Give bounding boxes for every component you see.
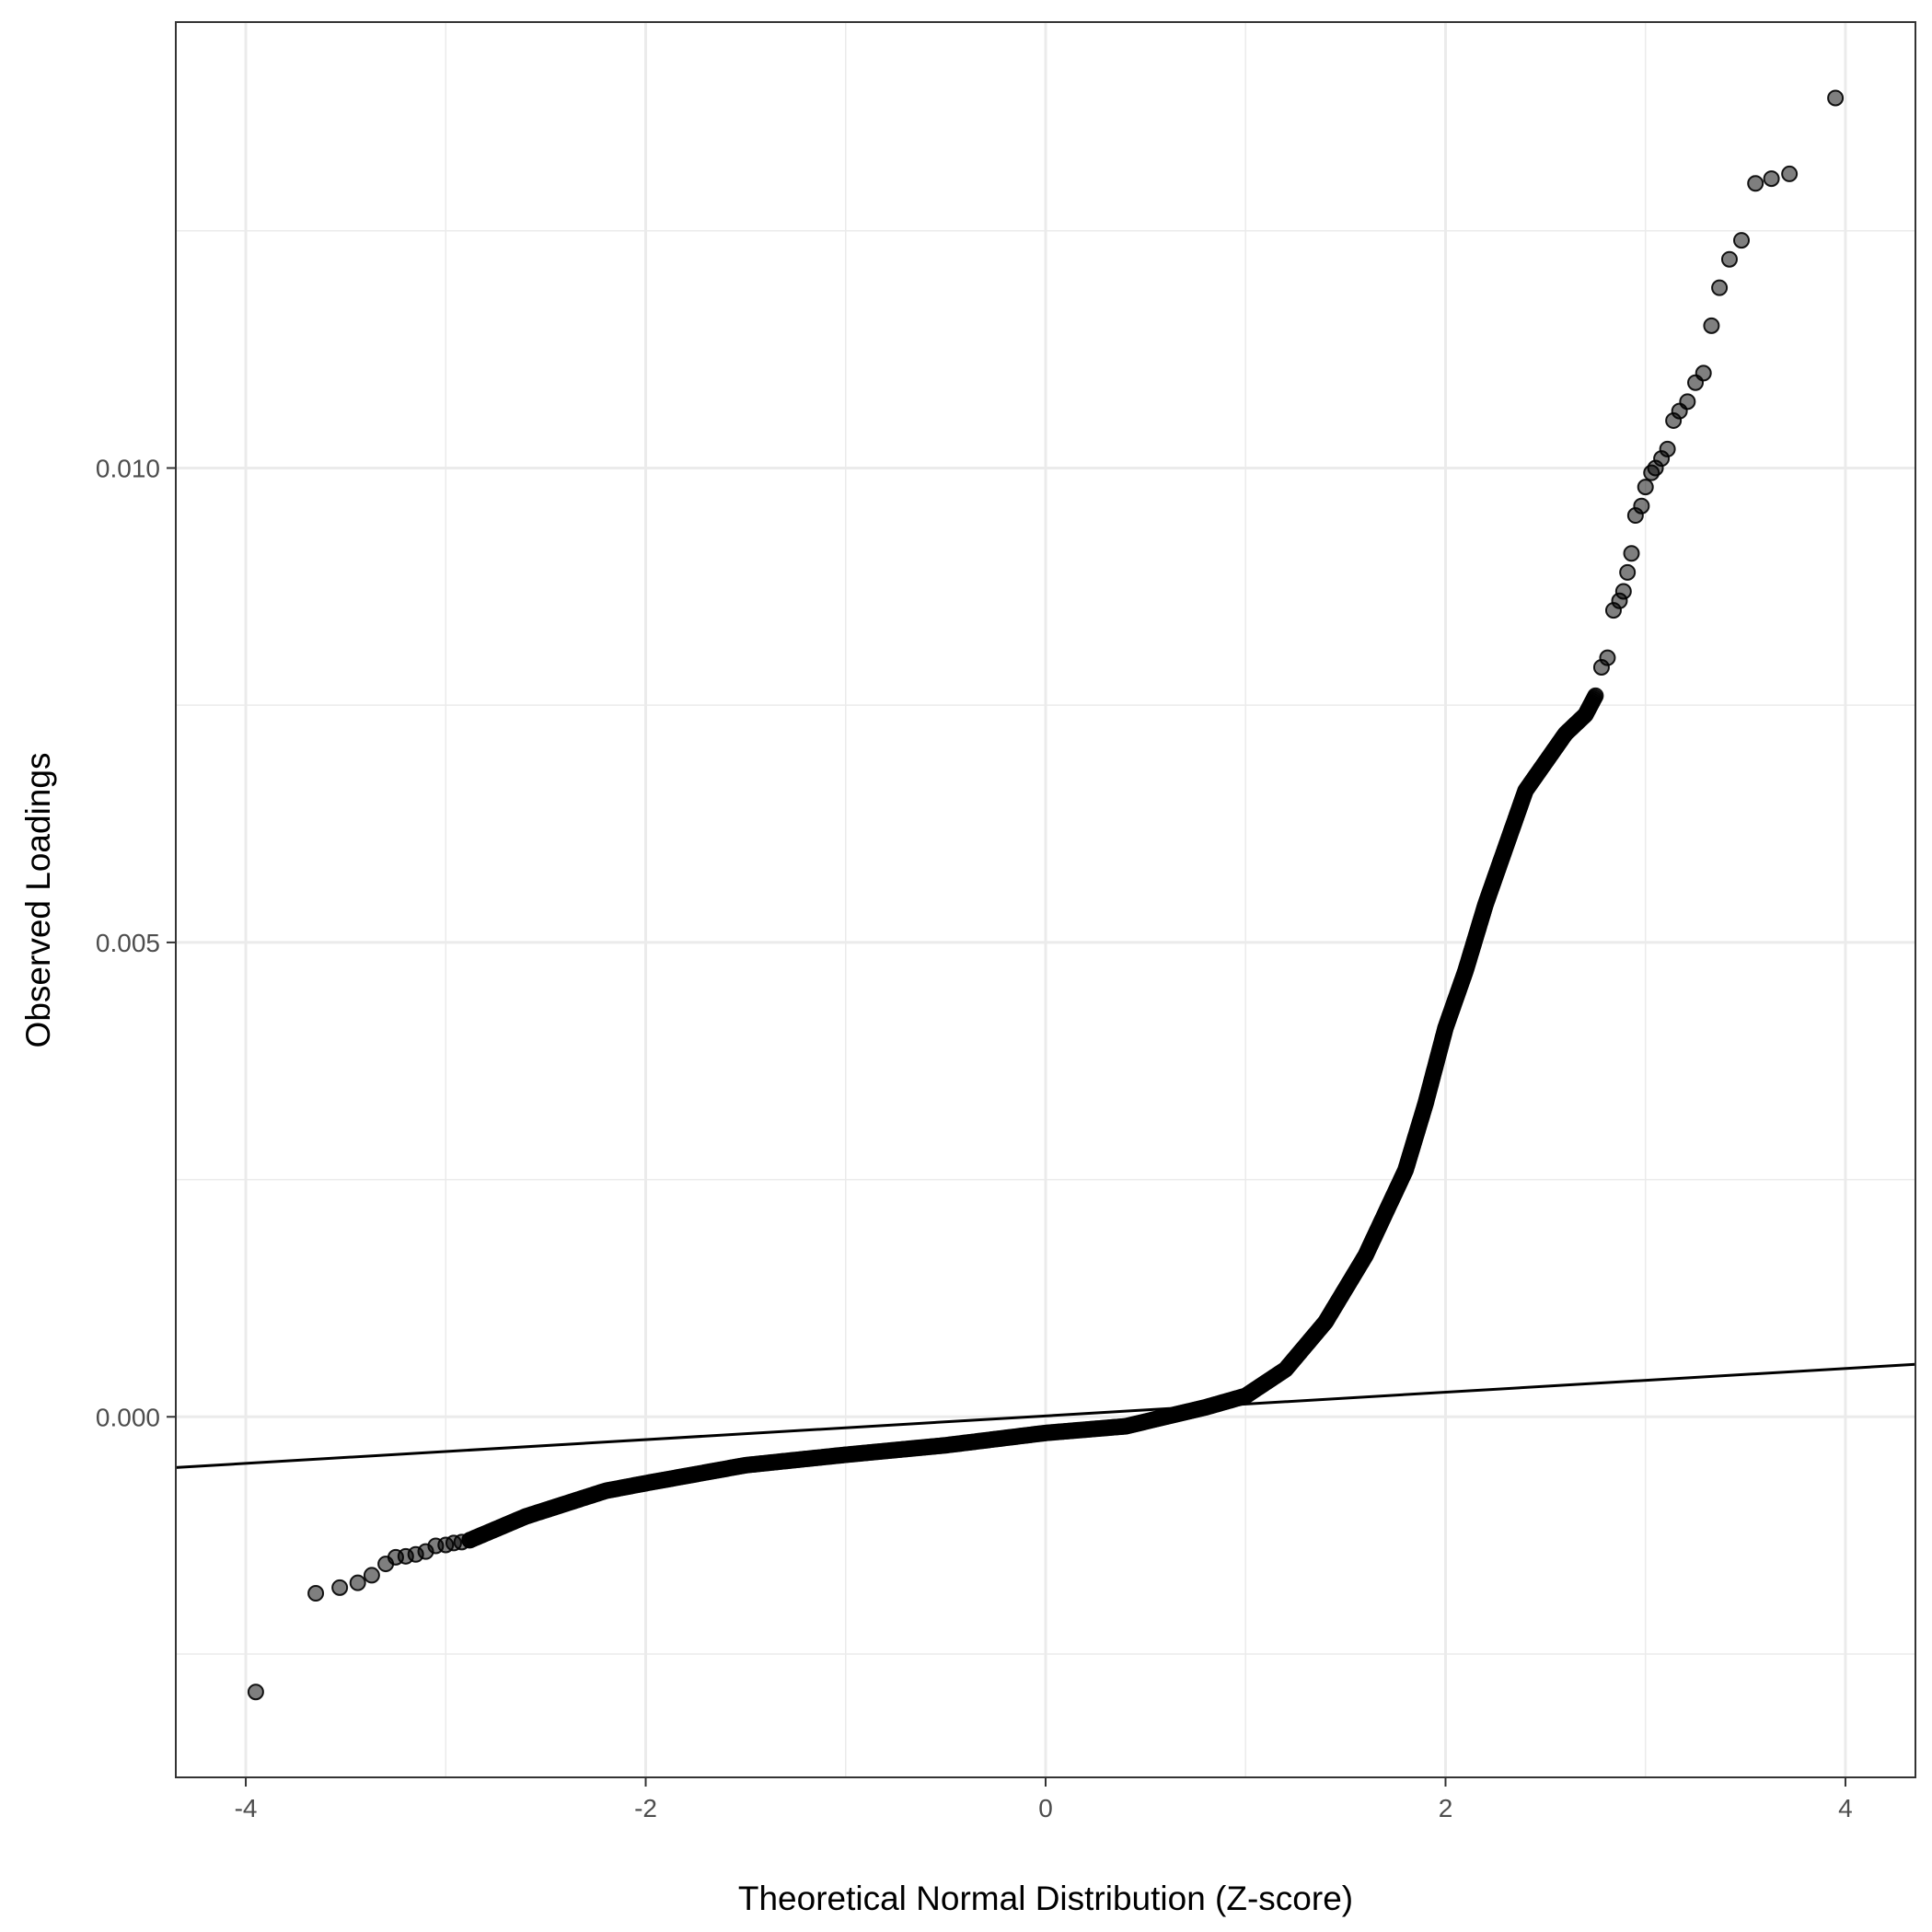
data-point: [1763, 170, 1780, 188]
data-point: [1599, 649, 1616, 666]
data-point: [1614, 583, 1632, 600]
y-tick-label: 0.000: [96, 1403, 160, 1431]
data-point: [1781, 165, 1799, 182]
reference-line-group: [175, 1362, 1916, 1469]
data-point: [1619, 563, 1637, 581]
data-point: [1703, 317, 1720, 334]
data-point: [331, 1579, 349, 1596]
data-point: [1827, 89, 1845, 107]
data-point: [247, 1683, 264, 1701]
data-point: [1659, 440, 1676, 457]
data-point: [1633, 497, 1650, 515]
x-axis-title: Theoretical Normal Distribution (Z-score…: [738, 1880, 1353, 1917]
data-point: [1720, 250, 1738, 268]
data-point: [1747, 175, 1764, 192]
data-point: [349, 1574, 366, 1591]
data-point: [363, 1567, 380, 1584]
y-tick-label: 0.005: [96, 929, 160, 957]
data-points: [247, 89, 1845, 1701]
x-tick-label: 2: [1439, 1794, 1453, 1822]
x-axis-ticks: -4 -2 0 2 4: [235, 1777, 1853, 1822]
y-axis-title: Observed Loadings: [19, 753, 57, 1048]
data-point: [1623, 545, 1640, 562]
x-tick-label: 4: [1838, 1794, 1853, 1822]
y-axis-ticks: 0.000 0.005 0.010: [96, 454, 176, 1431]
reference-line: [175, 1362, 1916, 1469]
data-point: [307, 1585, 325, 1602]
data-point: [1637, 479, 1654, 496]
data-point: [1679, 393, 1696, 411]
y-tick-label: 0.010: [96, 454, 160, 482]
data-point: [1586, 688, 1603, 706]
x-tick-label: 0: [1038, 1794, 1053, 1822]
x-tick-label: -2: [634, 1794, 657, 1822]
data-point: [1733, 232, 1750, 249]
data-point: [1695, 364, 1712, 382]
x-tick-label: -4: [235, 1794, 258, 1822]
data-point: [1711, 279, 1729, 296]
